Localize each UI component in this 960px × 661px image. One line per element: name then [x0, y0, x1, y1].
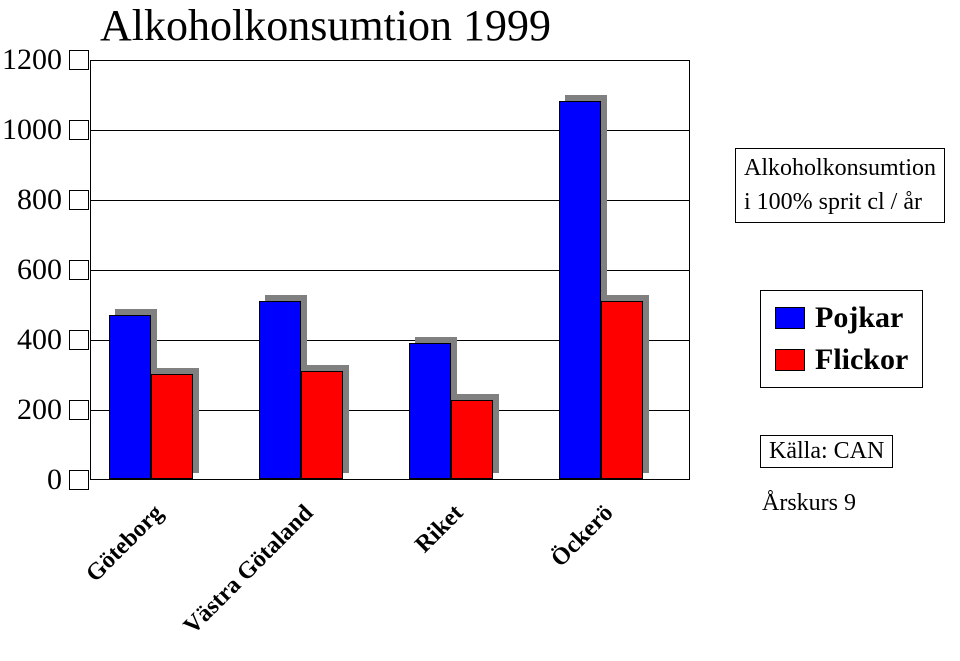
y-axis-label: 600 — [0, 253, 62, 287]
legend-swatch — [775, 307, 805, 329]
note-line-2: i 100% sprit cl / år — [744, 189, 936, 215]
legend-box: Pojkar Flickor — [760, 290, 923, 388]
legend-box-wrap: Pojkar Flickor — [760, 290, 923, 388]
note-box: Alkoholkonsumtion i 100% sprit cl / år — [735, 148, 945, 223]
bar — [409, 343, 451, 480]
y-tick-box — [69, 400, 89, 420]
legend-swatch — [775, 349, 805, 371]
grade-text: Årskurs 9 — [762, 490, 856, 517]
x-axis-label: Västra Götaland — [159, 500, 320, 661]
y-tick-box — [69, 190, 89, 210]
bar — [301, 371, 343, 480]
source-box: Källa: CAN — [760, 435, 893, 468]
x-axis-label: Öckerö — [459, 500, 620, 661]
y-tick-box — [69, 50, 89, 70]
y-axis-label: 1200 — [0, 43, 62, 77]
y-tick-box — [69, 260, 89, 280]
y-axis-label: 800 — [0, 183, 62, 217]
bar — [151, 374, 193, 479]
y-tick-box — [69, 470, 89, 490]
chart-title: Alkoholkonsumtion 1999 — [100, 0, 551, 51]
legend-item: Pojkar — [775, 301, 908, 335]
source-box-wrap: Källa: CAN — [760, 435, 893, 468]
y-tick-box — [69, 120, 89, 140]
y-axis-label: 1000 — [0, 113, 62, 147]
x-axis-label: Göteborg — [9, 500, 170, 661]
y-tick-box — [69, 330, 89, 350]
bar — [259, 301, 301, 480]
legend-label: Pojkar — [815, 301, 903, 335]
y-axis-label: 0 — [0, 463, 62, 497]
bar — [109, 315, 151, 480]
chart-stage: Alkoholkonsumtion 1999 GöteborgVästra Gö… — [0, 0, 960, 648]
y-axis-label: 200 — [0, 393, 62, 427]
legend-label: Flickor — [815, 343, 908, 377]
source-text: Källa: CAN — [769, 438, 884, 465]
note-line-1: Alkoholkonsumtion — [744, 155, 936, 181]
x-axis-label: Riket — [309, 500, 470, 661]
bar — [601, 301, 643, 480]
note-box-wrap: Alkoholkonsumtion i 100% sprit cl / år — [735, 148, 945, 223]
plot-wrap: GöteborgVästra GötalandRiketÖckerö — [90, 60, 690, 505]
x-axis-labels: GöteborgVästra GötalandRiketÖckerö — [90, 482, 690, 652]
bar — [559, 101, 601, 479]
plot-area — [90, 60, 690, 480]
legend-item: Flickor — [775, 343, 908, 377]
gridline — [91, 60, 689, 61]
y-axis-label: 400 — [0, 323, 62, 357]
bar — [451, 400, 493, 479]
